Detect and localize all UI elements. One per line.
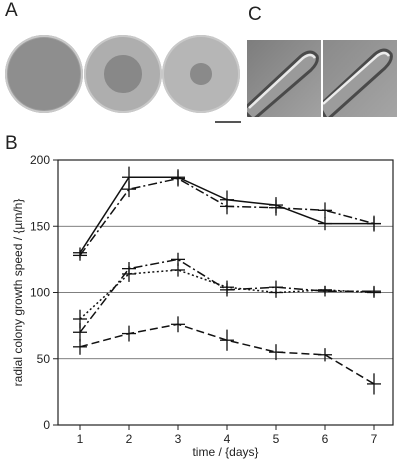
y-tick-label: 0 [43,418,50,432]
plate-3-colony [190,63,212,85]
series-line [79,177,375,256]
x-tick-label: 2 [126,432,133,446]
series-line [79,269,375,320]
micrograph-left [247,40,321,117]
x-tick-label: 5 [273,432,280,446]
y-tick-label: 50 [37,352,51,366]
scale-bar [215,121,241,123]
series-line [79,323,375,385]
series-5 [73,316,381,395]
y-tick-label: 200 [30,153,50,167]
panel-label-a: A [5,0,18,21]
x-tick-label: 1 [77,432,84,446]
y-axis-label: radial colony growth speed / {µm/h} [11,199,25,387]
x-axis-label: time / {days} [192,445,258,459]
micrograph-right [323,40,397,117]
series-4 [73,263,381,329]
series-3 [73,252,381,342]
plate-1-colony [8,38,80,110]
x-tick-label: 6 [322,432,329,446]
series-1 [73,166,381,259]
y-tick-label: 100 [30,286,50,300]
panel-label-b: B [5,133,18,154]
x-tick-label: 4 [224,432,231,446]
x-tick-label: 3 [175,432,182,446]
series-line [79,258,374,333]
series-2 [73,170,381,261]
panel-label-c: C [248,4,262,25]
series-line [79,176,374,254]
plot-frame [57,159,394,426]
y-tick-label: 150 [30,219,50,233]
plate-2-colony [104,55,142,93]
x-tick-label: 7 [371,432,378,446]
